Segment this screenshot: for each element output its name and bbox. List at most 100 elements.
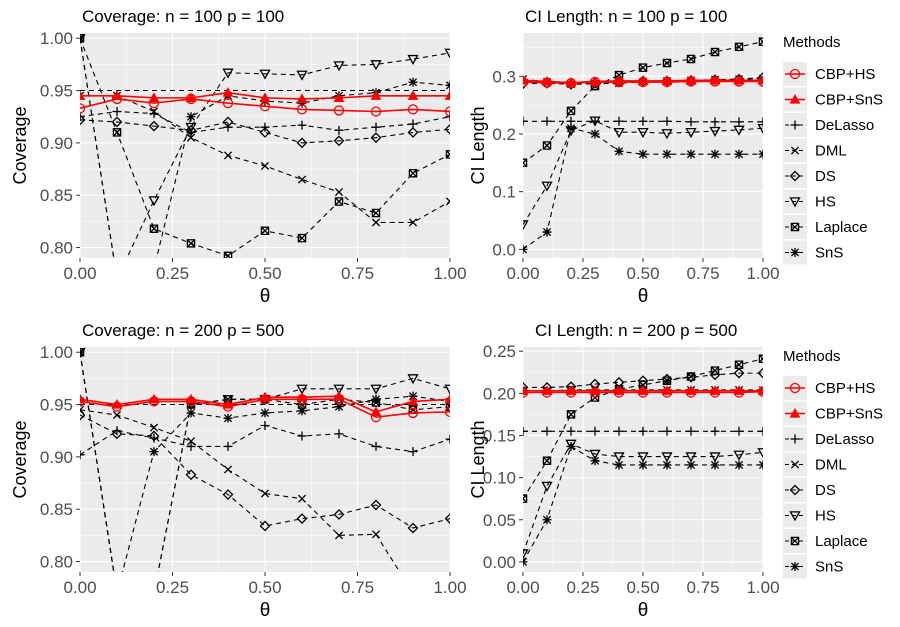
- data-point: [734, 426, 744, 436]
- legend-key-marker: [790, 120, 800, 130]
- series-line: [80, 38, 450, 258]
- data-point: [709, 452, 721, 463]
- data-point: [685, 74, 697, 85]
- data-point: [757, 386, 763, 397]
- y-tick-label: 0.80: [40, 553, 73, 572]
- data-point: [710, 426, 720, 436]
- data-point: [662, 116, 672, 126]
- data-point: [371, 394, 381, 404]
- data-point: [590, 456, 600, 466]
- data-point: [186, 408, 196, 418]
- x-tick-label: 0.50: [248, 264, 281, 283]
- legend-label: Laplace: [815, 219, 868, 236]
- data-point: [733, 74, 745, 85]
- series-line: [80, 414, 450, 529]
- legend-key-marker: [790, 222, 800, 232]
- legend-key-marker: [790, 434, 800, 444]
- chart-panel-4: CI Length: n = 200 p = 500 0.00 0.05 0.10 0.…: [468, 321, 780, 621]
- x-tick-label: 0.00: [63, 264, 96, 283]
- data-point: [709, 385, 721, 395]
- data-point: [149, 107, 159, 116]
- data-point: [297, 431, 307, 441]
- data-point: [222, 116, 234, 128]
- data-point: [734, 460, 744, 470]
- data-point: [758, 460, 763, 470]
- data-point: [542, 426, 552, 436]
- data-point: [637, 75, 649, 85]
- y-tick-label: 0.20: [483, 384, 516, 403]
- data-point: [371, 122, 381, 132]
- data-point: [614, 116, 624, 126]
- legend-item: DeLasso: [783, 427, 874, 451]
- series-line: [80, 409, 401, 572]
- x-tick-label: 1.00: [433, 578, 466, 597]
- data-point: [542, 515, 552, 525]
- series-dml: [80, 91, 450, 227]
- legend-key-marker: [789, 197, 801, 208]
- chart-panel-2: CI Length: n = 100 p = 100 0.0 0.1 0.2 0.3 0.…: [468, 7, 780, 307]
- data-point: [111, 428, 123, 440]
- data-point: [757, 74, 763, 85]
- data-point: [111, 90, 123, 100]
- data-point: [542, 456, 552, 466]
- data-point: [334, 402, 344, 412]
- data-point: [334, 197, 344, 206]
- data-point: [222, 87, 234, 97]
- data-layer: [80, 33, 450, 258]
- data-point: [662, 149, 672, 159]
- legend-item: SnS: [783, 554, 843, 579]
- data-layer: [523, 354, 763, 567]
- data-point: [589, 116, 601, 127]
- data-point: [407, 90, 419, 100]
- series-line: [80, 98, 450, 113]
- legend-label: DeLasso: [815, 431, 874, 448]
- data-point: [371, 441, 381, 451]
- data-point: [613, 75, 625, 85]
- x-tick-label: 0.50: [626, 264, 659, 283]
- data-point: [185, 393, 197, 404]
- data-point: [333, 105, 345, 116]
- y-tick-label: 1.00: [40, 343, 73, 362]
- data-point: [113, 589, 120, 596]
- legend-item: DML: [783, 452, 847, 477]
- data-point: [686, 426, 696, 436]
- data-point: [334, 531, 344, 540]
- legend-key-marker: [789, 511, 801, 522]
- data-point: [260, 408, 270, 418]
- series-delasso: [523, 426, 763, 436]
- data-point: [686, 149, 696, 159]
- data-point: [80, 450, 85, 460]
- data-point: [259, 391, 271, 402]
- data-point: [662, 426, 672, 436]
- x-axis-label: θ: [638, 286, 649, 307]
- data-point: [758, 354, 763, 364]
- y-tick-label: 0.90: [40, 448, 73, 467]
- data-point: [734, 360, 744, 369]
- y-tick-label: 0.95: [40, 396, 73, 415]
- series-ds: [80, 114, 450, 149]
- data-point: [222, 68, 234, 79]
- data-point: [408, 168, 418, 178]
- legend-label: SnS: [815, 245, 843, 262]
- x-tick-label: 1.00: [433, 264, 466, 283]
- legend-key-marker: [790, 536, 800, 546]
- data-point: [444, 90, 450, 100]
- legend-item: CBP+HS: [783, 376, 875, 400]
- series-delasso: [80, 420, 450, 460]
- data-point: [445, 80, 450, 90]
- x-tick-label: 0.75: [686, 264, 719, 283]
- data-point: [445, 150, 450, 159]
- legend-label: DS: [815, 482, 836, 499]
- data-point: [296, 513, 308, 525]
- legend-item: SnS: [783, 240, 843, 265]
- data-point: [185, 469, 197, 481]
- data-point: [112, 128, 122, 137]
- data-point: [662, 376, 672, 385]
- y-tick-label: 0.2: [492, 125, 516, 144]
- series-cbp-sns: [523, 74, 763, 87]
- legend-key-marker: [790, 562, 800, 571]
- data-point: [565, 77, 577, 87]
- data-point: [686, 117, 696, 127]
- data-point: [523, 549, 529, 560]
- y-tick-label: 1.00: [40, 29, 73, 48]
